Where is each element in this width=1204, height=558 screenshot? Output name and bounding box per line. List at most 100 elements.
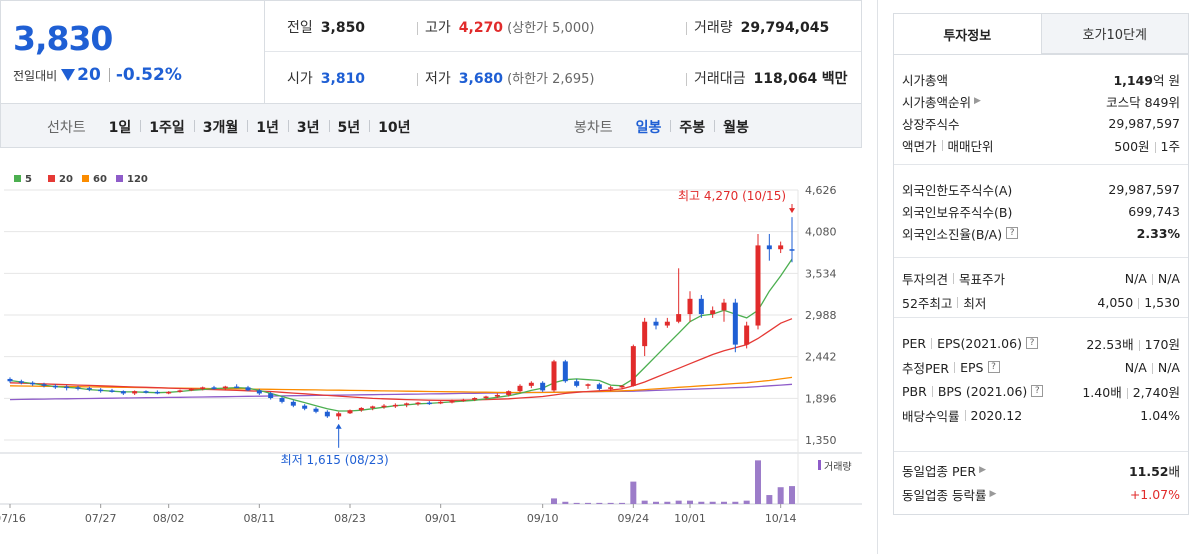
candle-body bbox=[778, 245, 784, 250]
candle-body bbox=[64, 386, 70, 389]
stock-summary: 3,830 전일대비 20 -0.52% 전일 3,850 고가 4,270 (상한가… bbox=[0, 0, 862, 104]
volume-bar bbox=[607, 502, 614, 504]
candle-body bbox=[483, 396, 489, 399]
info-value: 1.40배 2,740원 bbox=[1082, 382, 1180, 401]
info-key-label: 시가총액순위 bbox=[902, 94, 972, 110]
info-row: 액면가 매매단위 500원 1주 bbox=[902, 135, 1180, 155]
info-value: 4,050 1,530 bbox=[1097, 295, 1180, 310]
info-key: 52주최고 최저 bbox=[902, 293, 986, 312]
candle-body bbox=[18, 381, 24, 383]
chart-period-bar: 선차트 1일 1주일 3개월 1년 3년 5년 10년 봉차트 일봉 주봉 월봉 bbox=[0, 104, 862, 148]
volume-bar bbox=[789, 486, 795, 504]
candle-body bbox=[52, 385, 58, 388]
info-value: 699,743 bbox=[1128, 204, 1180, 219]
info-value-text: 1.40배 bbox=[1082, 384, 1122, 400]
candle-body bbox=[41, 384, 47, 386]
help-icon[interactable]: ? bbox=[1031, 385, 1044, 397]
help-icon[interactable]: ? bbox=[987, 361, 1000, 373]
period-tab-1y[interactable]: 1년 bbox=[247, 117, 288, 137]
y-tick-label: 1,896 bbox=[805, 392, 837, 405]
tab-order-book[interactable]: 호가10단계 bbox=[1040, 14, 1188, 54]
period-tab-10y[interactable]: 10년 bbox=[369, 117, 419, 137]
info-key-label: 시가총액 bbox=[902, 72, 949, 88]
divider bbox=[1126, 387, 1128, 399]
volume-bar bbox=[641, 500, 648, 504]
candle-body bbox=[426, 402, 432, 405]
divider bbox=[417, 72, 418, 86]
info-value-text: 배 bbox=[1168, 463, 1180, 479]
info-value-text: 29,987,597 bbox=[1108, 115, 1180, 131]
candle-body bbox=[256, 390, 262, 394]
legend-label: 20 bbox=[59, 174, 73, 185]
volume-bar bbox=[732, 501, 739, 504]
candle-body bbox=[120, 391, 126, 394]
info-value: 11.52배 bbox=[1129, 461, 1180, 480]
candle-tab-weekly[interactable]: 주봉 bbox=[670, 117, 714, 137]
candle-chart-title: 봉차트 bbox=[574, 120, 613, 136]
divider bbox=[1154, 141, 1156, 153]
candle-tab-daily[interactable]: 일봉 bbox=[635, 120, 662, 136]
price-chart[interactable]: 5 20 60 120 4,626 4,080 3,534 2,988 2,442 1,896 1,… bbox=[0, 148, 862, 554]
info-key: 외국인소진율(B/A)? bbox=[902, 224, 1019, 243]
info-key[interactable]: 동일업종 등락률 ▶ bbox=[902, 485, 996, 504]
help-icon[interactable]: ? bbox=[1025, 337, 1038, 349]
x-tick-label: 08/23 bbox=[334, 512, 366, 525]
volume: 거래량 29,794,045 bbox=[686, 17, 829, 37]
candle-body bbox=[789, 249, 795, 251]
info-key[interactable]: 시가총액순위 ▶ bbox=[902, 92, 981, 111]
info-key-label: PBR bbox=[902, 383, 927, 399]
divider bbox=[1151, 273, 1153, 285]
period-tab-3m[interactable]: 3개월 bbox=[193, 117, 248, 137]
info-key: 투자의견 목표주가 bbox=[902, 269, 1005, 288]
info-row: PBR BPS (2021.06)? 1.40배 2,740원 bbox=[902, 381, 1180, 401]
info-key-label: 추정PER bbox=[902, 360, 950, 376]
info-value-2: 2,740원 bbox=[1132, 384, 1180, 400]
volume-bar bbox=[562, 501, 569, 504]
info-value: +1.07% bbox=[1130, 487, 1180, 502]
volume-bar bbox=[551, 498, 557, 504]
candle-body bbox=[653, 321, 659, 326]
volume-bar bbox=[743, 500, 750, 504]
candle-body bbox=[358, 407, 364, 411]
candle-body bbox=[404, 403, 410, 405]
candle-tab-monthly[interactable]: 월봉 bbox=[714, 117, 758, 137]
amount-value: 118,064 bbox=[753, 71, 818, 87]
candle-body bbox=[279, 398, 285, 402]
x-tick-label: 08/02 bbox=[153, 512, 185, 525]
ma120-line bbox=[9, 383, 793, 401]
candle-body bbox=[245, 387, 251, 391]
x-tick-label: 09/24 bbox=[617, 512, 649, 525]
divider bbox=[1151, 362, 1153, 374]
volume-bar bbox=[573, 502, 580, 504]
candle-body bbox=[630, 346, 636, 386]
candle-body bbox=[438, 401, 444, 404]
upper-limit: (상한가 5,000) bbox=[507, 21, 595, 36]
volume-bar bbox=[777, 487, 784, 504]
period-tab-1w[interactable]: 1주일 bbox=[140, 117, 194, 137]
divider bbox=[1138, 339, 1140, 351]
info-value: 29,987,597 bbox=[1108, 116, 1180, 131]
info-key[interactable]: 동일업종 PER ▶ bbox=[902, 461, 986, 480]
panel-divider bbox=[877, 0, 878, 554]
period-tab-5y[interactable]: 5년 bbox=[328, 117, 370, 137]
info-key: 외국인보유주식수(B) bbox=[902, 202, 1012, 221]
tab-investment-info[interactable]: 투자정보 bbox=[894, 14, 1041, 54]
info-row: 외국인보유주식수(B) 699,743 bbox=[902, 201, 1180, 221]
info-value-2: 170원 bbox=[1144, 336, 1180, 352]
info-row: 투자의견 목표주가 N/A N/A bbox=[902, 268, 1180, 288]
low-label: 저가 bbox=[425, 71, 451, 87]
candle-body bbox=[75, 387, 81, 389]
period-tab-1d[interactable]: 1일 bbox=[108, 120, 132, 136]
volume-label: 거래량 bbox=[694, 20, 733, 36]
divider bbox=[931, 337, 933, 349]
info-key: PBR BPS (2021.06)? bbox=[902, 383, 1044, 399]
info-key: PER EPS(2021.06)? bbox=[902, 336, 1038, 351]
candle-body bbox=[336, 413, 342, 417]
chevron-right-icon: ▶ bbox=[979, 465, 987, 475]
candle-body bbox=[460, 399, 466, 402]
help-icon[interactable]: ? bbox=[1006, 227, 1019, 239]
divider bbox=[953, 272, 955, 284]
candle-body bbox=[619, 385, 625, 388]
period-tab-3y[interactable]: 3년 bbox=[287, 117, 329, 137]
candle-body bbox=[415, 402, 421, 405]
